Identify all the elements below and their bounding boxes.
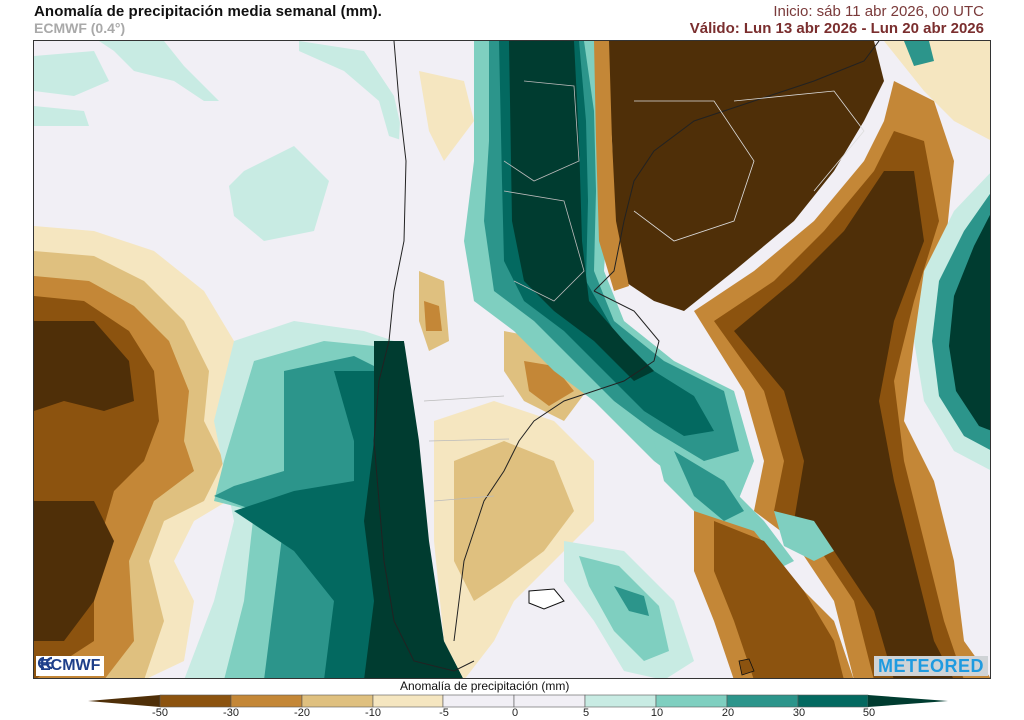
tick-label: 50 (862, 707, 876, 719)
tick-label: 10 (650, 707, 664, 719)
ecmwf-logo-icon (37, 656, 53, 670)
tick-label: -5 (439, 707, 449, 719)
tick-label: -20 (294, 707, 310, 719)
init-time: Inicio: sáb 11 abr 2026, 00 UTC (773, 3, 984, 20)
precipitation-anomaly-map: ECMWF METEORED (33, 40, 991, 679)
tick-label: -30 (223, 707, 239, 719)
map-title: Anomalía de precipitación media semanal … (34, 3, 382, 20)
tick-label: 5 (582, 707, 590, 719)
tick-label: 20 (721, 707, 735, 719)
tick-label: -50 (152, 707, 168, 719)
model-label: ECMWF (0.4°) (34, 20, 126, 36)
colorbar-ticks: -50 -30 -20 -10 -5 0 5 10 20 30 50 (0, 707, 1024, 720)
colorbar (88, 694, 948, 708)
tick-label: 0 (511, 707, 519, 719)
tick-label: 30 (792, 707, 806, 719)
ecmwf-logo-text: ECMWF (40, 657, 101, 674)
ecmwf-logo: ECMWF (36, 656, 105, 676)
colorbar-title: Anomalía de precipitación (mm) (400, 679, 570, 693)
meteored-logo: METEORED (873, 656, 988, 676)
map-canvas (34, 41, 990, 678)
valid-period: Válido: Lun 13 abr 2026 - Lun 20 abr 202… (689, 20, 984, 37)
tick-label: -10 (365, 707, 381, 719)
